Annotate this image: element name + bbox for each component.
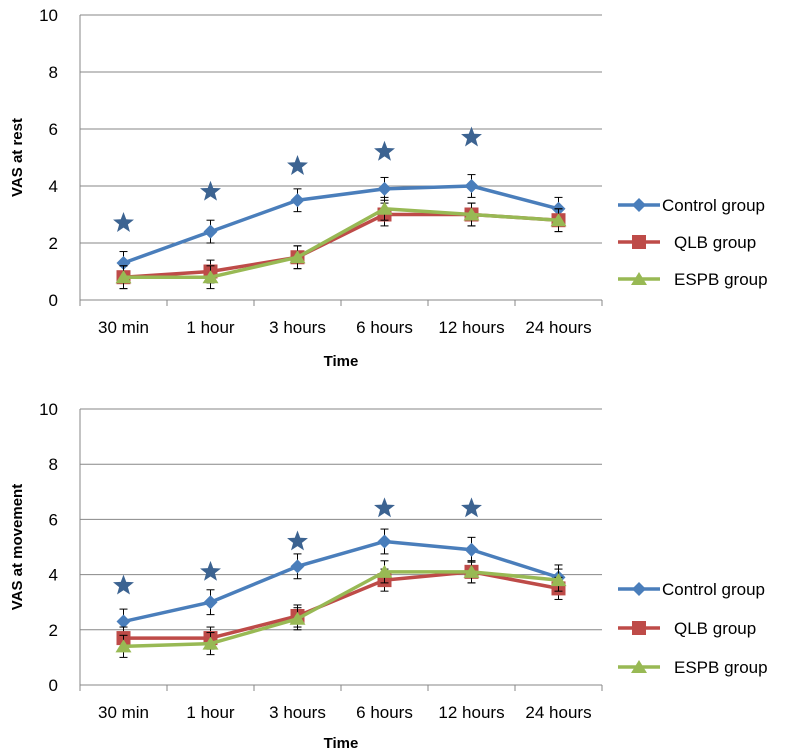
y-tick-label: 6 — [49, 120, 58, 139]
significance-star — [287, 530, 308, 551]
chart-vas-movement: 0 2 4 6 8 10 30 min 1 hour 3 hours 6 hours 12 hour… — [9, 400, 768, 752]
legend-item: QLB group — [618, 233, 756, 252]
x-tick-label: 24 hours — [525, 703, 591, 722]
series-line — [123, 207, 559, 279]
y-tick-label: 2 — [49, 621, 58, 640]
x-tick-label: 30 min — [98, 318, 149, 337]
x-tick-label: 12 hours — [438, 703, 504, 722]
x-tick-label: 6 hours — [356, 703, 413, 722]
data-point-marker — [202, 636, 219, 650]
data-point-marker — [289, 611, 306, 625]
data-point-marker — [463, 564, 480, 578]
x-tick-label: 1 hour — [186, 318, 235, 337]
legend-label: Control group — [662, 196, 765, 215]
legend-label: QLB group — [674, 233, 756, 252]
series-line — [122, 184, 559, 265]
series-line — [123, 570, 559, 640]
legend-label: Control group — [662, 580, 765, 599]
data-point-marker — [290, 193, 305, 208]
significance-star — [200, 560, 221, 581]
significance-star — [200, 180, 221, 201]
data-point-marker — [116, 614, 131, 629]
data-point-marker — [550, 573, 567, 587]
data-point-marker — [115, 270, 132, 284]
data-point-marker — [463, 207, 480, 221]
significance-star — [461, 497, 482, 518]
x-axis-title: Time — [324, 735, 359, 752]
data-point-marker — [464, 179, 479, 193]
series-line — [123, 539, 560, 624]
x-tick-label: 1 hour — [186, 703, 235, 722]
data-point-marker — [550, 213, 567, 227]
legend-marker — [632, 235, 646, 249]
legend-marker — [631, 660, 647, 673]
legend-item: Control group — [618, 196, 765, 215]
x-tick-label: 6 hours — [356, 318, 413, 337]
significance-star — [113, 212, 134, 232]
data-point-marker — [376, 564, 393, 578]
chart-vas-rest: 0 2 4 6 8 10 30 min 1 hour 3 hours 6 hours 12 hour… — [9, 6, 768, 370]
x-tick-label: 3 hours — [269, 703, 326, 722]
data-point-marker — [290, 559, 305, 574]
y-tick-label: 8 — [49, 63, 58, 82]
x-tick-label: 12 hours — [438, 318, 504, 337]
legend-label: ESPB group — [674, 270, 768, 289]
legend-item: ESPB group — [618, 658, 768, 677]
data-point-marker — [376, 201, 393, 215]
data-point-marker — [115, 639, 132, 653]
y-tick-label: 10 — [39, 6, 58, 25]
data-point-marker — [202, 270, 219, 284]
legend-label: QLB group — [674, 619, 756, 638]
legend-item: Control group — [618, 580, 765, 599]
data-point-marker — [203, 595, 218, 610]
significance-star — [374, 140, 395, 161]
legend-marker — [631, 272, 647, 285]
legend-marker — [632, 198, 646, 212]
x-tick-label: 24 hours — [525, 318, 591, 337]
legend-label: ESPB group — [674, 658, 768, 677]
series-line — [123, 212, 559, 279]
significance-star — [374, 497, 395, 518]
series-espb-group — [115, 196, 567, 290]
significance-star — [113, 574, 134, 595]
y-tick-label: 10 — [39, 400, 58, 419]
legend-marker — [632, 582, 646, 596]
significance-star — [461, 126, 482, 147]
y-tick-label: 8 — [49, 455, 58, 474]
series-control-group — [116, 528, 566, 635]
y-tick-label: 0 — [49, 676, 58, 695]
series-espb-group — [115, 560, 567, 658]
series-control-group — [116, 174, 566, 275]
x-axis-title: Time — [324, 353, 359, 370]
y-tick-label: 6 — [49, 510, 58, 529]
y-axis-title: VAS at rest — [9, 118, 26, 197]
y-tick-label: 0 — [49, 291, 58, 310]
x-tick-label: 30 min — [98, 703, 149, 722]
significance-star — [287, 155, 308, 175]
y-tick-label: 4 — [49, 566, 58, 585]
legend-item: QLB group — [618, 619, 756, 638]
y-tick-label: 2 — [49, 234, 58, 253]
y-tick-label: 4 — [49, 177, 58, 196]
data-point-marker — [203, 224, 218, 239]
legend-item: ESPB group — [618, 270, 768, 289]
data-point-marker — [116, 255, 131, 270]
data-point-marker — [464, 542, 479, 557]
y-axis-title: VAS at movement — [9, 484, 26, 610]
data-point-marker — [377, 181, 392, 196]
legend-marker — [632, 621, 646, 635]
x-tick-label: 3 hours — [269, 318, 326, 337]
data-point-marker — [377, 534, 392, 549]
data-point-marker — [289, 250, 306, 264]
series-line — [123, 570, 559, 649]
